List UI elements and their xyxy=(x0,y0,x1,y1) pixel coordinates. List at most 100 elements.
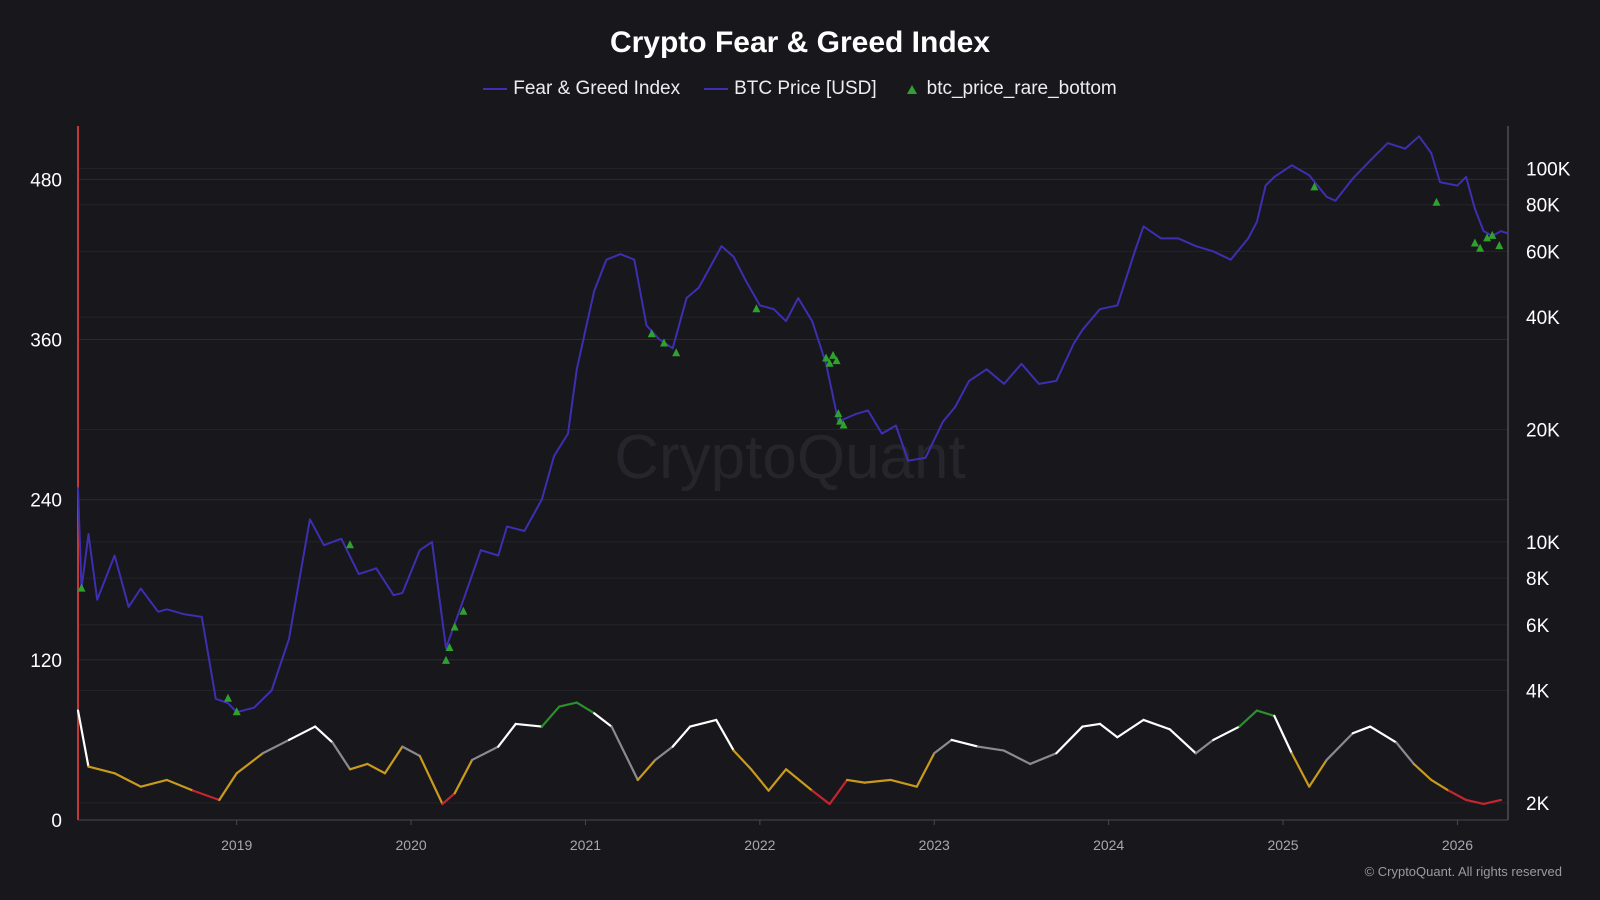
fear-greed-segment xyxy=(287,725,317,742)
fear-greed-segment xyxy=(1325,732,1354,762)
fear-greed-segment xyxy=(514,722,543,728)
rare-bottom-marker xyxy=(834,409,843,418)
fear-greed-segment xyxy=(1081,722,1102,728)
fear-greed-segment xyxy=(1212,725,1241,742)
fear-greed-segment xyxy=(1447,789,1468,802)
legend: Fear & Greed Index BTC Price [USD] btc_p… xyxy=(0,78,1600,100)
fear-greed-segment xyxy=(1029,752,1058,766)
rare-bottom-marker xyxy=(445,643,454,651)
left-tick-label: 0 xyxy=(51,811,62,832)
rare-bottom-marker xyxy=(672,348,681,357)
rare-bottom-marker xyxy=(442,655,450,664)
fear-greed-segment xyxy=(497,722,517,748)
fear-greed-segment xyxy=(654,745,674,762)
chart-title: Crypto Fear & Greed Index xyxy=(609,26,991,59)
fear-greed-segment xyxy=(1002,749,1032,766)
fear-greed-segment xyxy=(1482,798,1503,806)
right-tick-label: 20K xyxy=(1526,421,1560,442)
x-tick-label: 2025 xyxy=(1267,837,1298,853)
fear-greed-segment xyxy=(610,725,639,782)
x-tick-label: 2020 xyxy=(396,837,427,853)
fear-greed-segment xyxy=(471,745,500,762)
rare-bottom-marker xyxy=(232,707,241,716)
rare-bottom-marker xyxy=(1432,197,1441,206)
rare-bottom-marker xyxy=(660,338,668,347)
fear-greed-segment xyxy=(218,772,238,802)
left-tick-label: 240 xyxy=(30,491,62,512)
fear-greed-segment xyxy=(1116,718,1145,739)
fear-greed-segment xyxy=(976,745,1006,752)
right-y-axis: 2K 4K 6K 8K 10K 20K 40K 60K 80K 100K xyxy=(1526,160,1571,815)
right-tick-label: 2K xyxy=(1526,794,1550,815)
rare-bottom-marker xyxy=(1488,230,1497,239)
fear-greed-segment xyxy=(1055,725,1084,755)
btc-price-line xyxy=(77,135,1509,714)
fear-greed-segment xyxy=(575,701,596,715)
fear-greed-segment xyxy=(1308,758,1328,788)
fear-greed-segment xyxy=(191,789,221,802)
x-tick-label: 2024 xyxy=(1093,837,1124,853)
rare-bottom-marker xyxy=(752,304,761,313)
legend-line-icon xyxy=(483,88,508,90)
fear-greed-segment xyxy=(593,712,613,728)
rare-bottom-marker xyxy=(822,353,831,362)
rare-bottom-marker xyxy=(77,583,86,592)
fear-greed-segment xyxy=(750,768,770,792)
rare-bottom-marker xyxy=(224,693,232,702)
fear-greed-segment xyxy=(732,749,753,771)
legend-item-fear-greed[interactable]: Fear & Greed Index xyxy=(483,78,680,100)
x-tick-label: 2022 xyxy=(744,837,775,853)
legend-label: BTC Price [USD] xyxy=(734,78,877,99)
triangle-marker-icon xyxy=(906,84,917,94)
fear-greed-segment xyxy=(558,701,578,708)
fear-greed-segment xyxy=(889,778,918,788)
rare-bottom-marker xyxy=(1483,233,1492,242)
fear-greed-segment xyxy=(1351,725,1372,735)
fear-greed-segment xyxy=(331,741,352,771)
fear-greed-segment xyxy=(1238,709,1258,728)
grid-lines xyxy=(78,168,1508,804)
left-tick-label: 360 xyxy=(30,331,62,352)
fear-greed-segment xyxy=(87,765,116,775)
fear-greed-segment xyxy=(453,758,474,795)
rare-bottom-marker xyxy=(647,329,656,338)
fear-greed-segment xyxy=(1273,714,1293,755)
fear-greed-segment xyxy=(1395,741,1415,766)
fear-greed-segment xyxy=(1465,798,1485,806)
fear-greed-segment xyxy=(811,789,831,806)
fear-greed-segment xyxy=(1430,778,1450,792)
right-tick-label: 6K xyxy=(1526,616,1550,637)
fear-greed-segment xyxy=(1255,709,1276,718)
fear-greed-segment xyxy=(139,778,169,788)
left-tick-label: 120 xyxy=(30,651,62,672)
right-tick-label: 100K xyxy=(1526,160,1571,181)
rare-bottom-marker xyxy=(836,416,845,425)
watermark: CryptoQuant xyxy=(614,423,966,492)
fear-greed-segment xyxy=(689,718,718,728)
fear-greed-segment xyxy=(1290,752,1311,788)
fear-greed-segment xyxy=(314,725,334,744)
legend-line-icon xyxy=(704,88,729,90)
fear-greed-segment xyxy=(767,768,788,792)
left-tick-label: 480 xyxy=(30,170,62,191)
rare-bottom-marker xyxy=(839,420,848,429)
fear-greed-segment xyxy=(1369,725,1398,744)
x-tick-label: 2026 xyxy=(1442,837,1473,853)
rare-bottom-marker xyxy=(825,358,834,367)
legend-item-btc-price[interactable]: BTC Price [USD] xyxy=(704,78,877,100)
fear-greed-segment xyxy=(418,754,444,806)
x-tick-label: 2019 xyxy=(221,837,252,853)
fear-greed-segment xyxy=(845,778,866,784)
right-tick-label: 10K xyxy=(1526,533,1560,554)
x-axis: 2019 2020 2021 2022 2023 2024 2025 2026 xyxy=(221,820,1473,853)
fear-greed-segment xyxy=(401,745,421,758)
legend-item-rare-bottom[interactable]: btc_price_rare_bottom xyxy=(901,78,1117,100)
rare-bottom-marker xyxy=(450,622,459,631)
fear-greed-segment xyxy=(933,738,953,755)
right-tick-label: 4K xyxy=(1526,682,1550,703)
fear-greed-segment xyxy=(915,752,936,788)
fear-greed-segment xyxy=(828,778,849,806)
right-tick-label: 8K xyxy=(1526,569,1550,590)
fear-greed-segment xyxy=(235,752,264,775)
